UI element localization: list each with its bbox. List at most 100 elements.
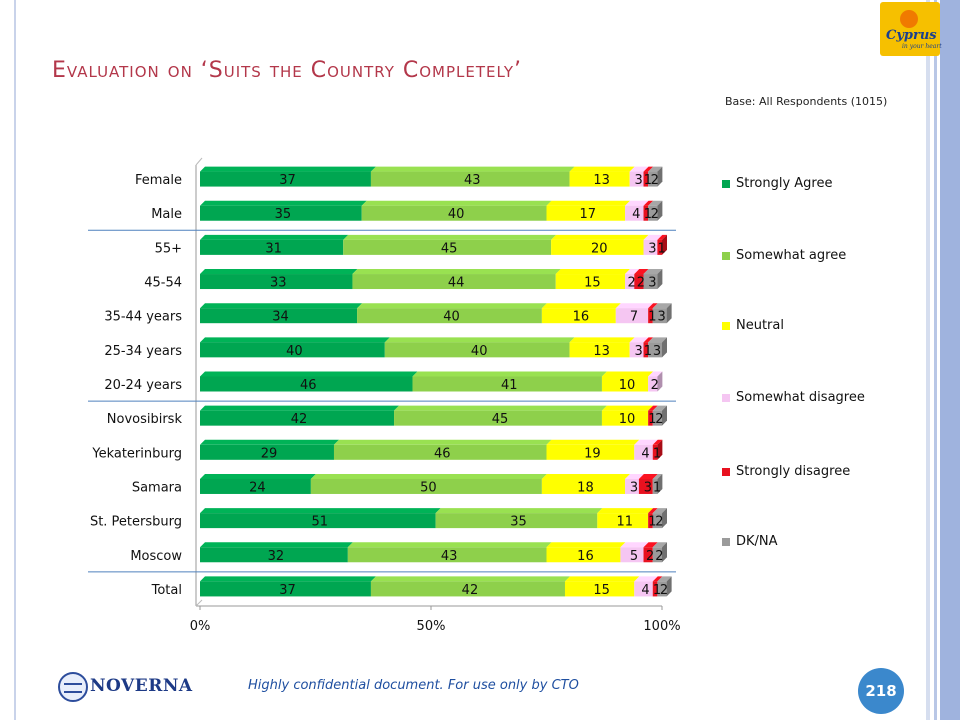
bar-segment-somewhat-disagree-male <box>625 205 644 221</box>
data-label-strongly-disagree-25-34-years: 1 <box>644 344 652 359</box>
confidential-note: Highly confidential document. For use on… <box>248 678 579 693</box>
legend-label: Neutral <box>736 318 784 333</box>
bar-segment-neutral-samara <box>541 478 626 494</box>
legend-item-strongly-agree: Strongly Agree <box>722 176 886 192</box>
legend-swatch <box>722 252 730 260</box>
legend-swatch <box>722 322 730 330</box>
bar-segment-somewhat-agree-45-54 <box>352 274 556 290</box>
noverna-logo: NOVERNA <box>40 662 210 714</box>
bar-top-face <box>629 337 649 343</box>
bar-top-face <box>357 303 547 309</box>
bar-segment-strongly-agree-35-44-years <box>200 308 358 324</box>
bar-top-face <box>347 542 552 548</box>
bar-top-face <box>648 200 663 206</box>
category-label-total: Total <box>151 583 182 598</box>
bar-segment-dk-na-35-44-years <box>652 308 667 324</box>
bar-top-face <box>200 269 358 275</box>
bar-segment-strongly-agree-female <box>200 171 371 187</box>
x-tick-label: 50% <box>417 619 446 634</box>
data-label-somewhat-agree-20-24-years: 41 <box>501 378 518 393</box>
bar-segment-somewhat-agree-female <box>370 171 570 187</box>
category-label-st-petersburg: St. Petersburg <box>90 515 182 530</box>
data-label-somewhat-agree-35-44-years: 40 <box>443 310 460 325</box>
bar-top-face <box>652 542 667 548</box>
bar-segment-strongly-disagree-st-petersburg <box>648 513 653 529</box>
bar-top-face <box>652 473 663 479</box>
legend-item-neutral: Neutral <box>722 318 886 334</box>
bar-top-face <box>652 439 663 445</box>
bar-top-face <box>625 473 644 479</box>
data-label-strongly-agree-total: 37 <box>279 583 296 598</box>
bar-segment-dk-na-male <box>648 205 658 221</box>
bar-segment-strongly-agree-yekaterinburg <box>200 444 334 460</box>
bar-segment-strongly-disagree-moscow <box>643 547 653 563</box>
legend-item-dk-na: DK/NA <box>722 534 886 550</box>
bar-top-face <box>200 303 363 309</box>
data-label-strongly-agree-yekaterinburg: 29 <box>261 446 278 461</box>
data-label-strongly-agree-20-24-years: 46 <box>300 378 317 393</box>
legend-label: Somewhat disagree <box>736 390 865 405</box>
data-label-somewhat-agree-male: 40 <box>448 207 465 222</box>
data-label-somewhat-disagree-55: 3 <box>648 241 656 256</box>
globe-icon <box>58 672 88 702</box>
bar-top-face <box>643 200 654 206</box>
data-label-strongly-agree-moscow: 32 <box>268 549 285 564</box>
bar-segment-strongly-agree-st-petersburg <box>200 513 436 529</box>
bar-top-face <box>551 234 649 240</box>
data-label-strongly-agree-female: 37 <box>279 173 296 188</box>
bar-top-face <box>643 337 654 343</box>
bar-top-face <box>200 405 400 411</box>
data-label-somewhat-agree-55: 45 <box>441 241 458 256</box>
bar-segment-strongly-agree-55 <box>200 239 344 255</box>
bar-top-face <box>541 303 621 309</box>
bar-segment-neutral-55 <box>551 239 644 255</box>
data-label-neutral-st-petersburg: 11 <box>616 515 633 530</box>
bar-segment-neutral-moscow <box>546 547 621 563</box>
bar-top-face <box>435 508 603 514</box>
bar-top-face <box>657 576 672 582</box>
data-label-dk-na-novosibirsk: 2 <box>655 412 663 427</box>
data-label-strongly-agree-55: 31 <box>265 241 282 256</box>
data-label-strongly-disagree-total: 1 <box>653 583 661 598</box>
cyprus-logo-tagline: in your heart <box>902 43 942 50</box>
bar-segment-dk-na-novosibirsk <box>652 410 662 426</box>
bar-segment-somewhat-agree-35-44-years <box>357 308 542 324</box>
bar-segment-strongly-disagree-total <box>652 581 658 597</box>
bar-segment-somewhat-disagree-total <box>634 581 653 597</box>
bar-segment-somewhat-agree-55 <box>343 239 552 255</box>
bar-segment-dk-na-st-petersburg <box>652 513 662 529</box>
bar-side-face <box>662 405 667 426</box>
data-label-strongly-disagree-samara: 3 <box>644 480 652 495</box>
data-label-strongly-agree-st-petersburg: 51 <box>312 515 329 530</box>
data-label-strongly-agree-novosibirsk: 42 <box>291 412 308 427</box>
bar-top-face <box>546 200 631 206</box>
bar-top-face <box>384 337 575 343</box>
data-label-strongly-disagree-35-44-years: 1 <box>648 310 656 325</box>
legend-swatch <box>722 180 730 188</box>
bar-segment-neutral-35-44-years <box>541 308 616 324</box>
bar-top-face <box>634 439 658 445</box>
data-label-strongly-disagree-55: 1 <box>658 241 666 256</box>
bar-top-face <box>361 200 552 206</box>
data-label-neutral-moscow: 16 <box>577 549 594 564</box>
bar-side-face <box>666 303 672 324</box>
bar-top-face <box>652 508 667 514</box>
data-label-somewhat-agree-st-petersburg: 35 <box>510 515 527 530</box>
data-label-dk-na-45-54: 3 <box>648 276 656 291</box>
bar-top-face <box>652 303 672 309</box>
bar-segment-somewhat-agree-male <box>361 205 547 221</box>
data-label-dk-na-total: 2 <box>660 583 668 598</box>
bar-side-face <box>657 439 663 460</box>
bar-top-face <box>643 542 658 548</box>
bar-side-face <box>662 337 667 358</box>
bar-top-face <box>648 337 667 343</box>
bar-side-face <box>662 508 667 529</box>
data-label-strongly-agree-45-54: 33 <box>270 276 287 291</box>
data-label-somewhat-disagree-male: 4 <box>632 207 640 222</box>
data-label-neutral-35-44-years: 16 <box>573 310 590 325</box>
bar-segment-dk-na-moscow <box>652 547 662 563</box>
data-label-neutral-female: 13 <box>593 173 610 188</box>
bar-side-face <box>666 576 672 597</box>
bar-side-face <box>657 371 663 392</box>
bar-top-face <box>629 166 649 172</box>
